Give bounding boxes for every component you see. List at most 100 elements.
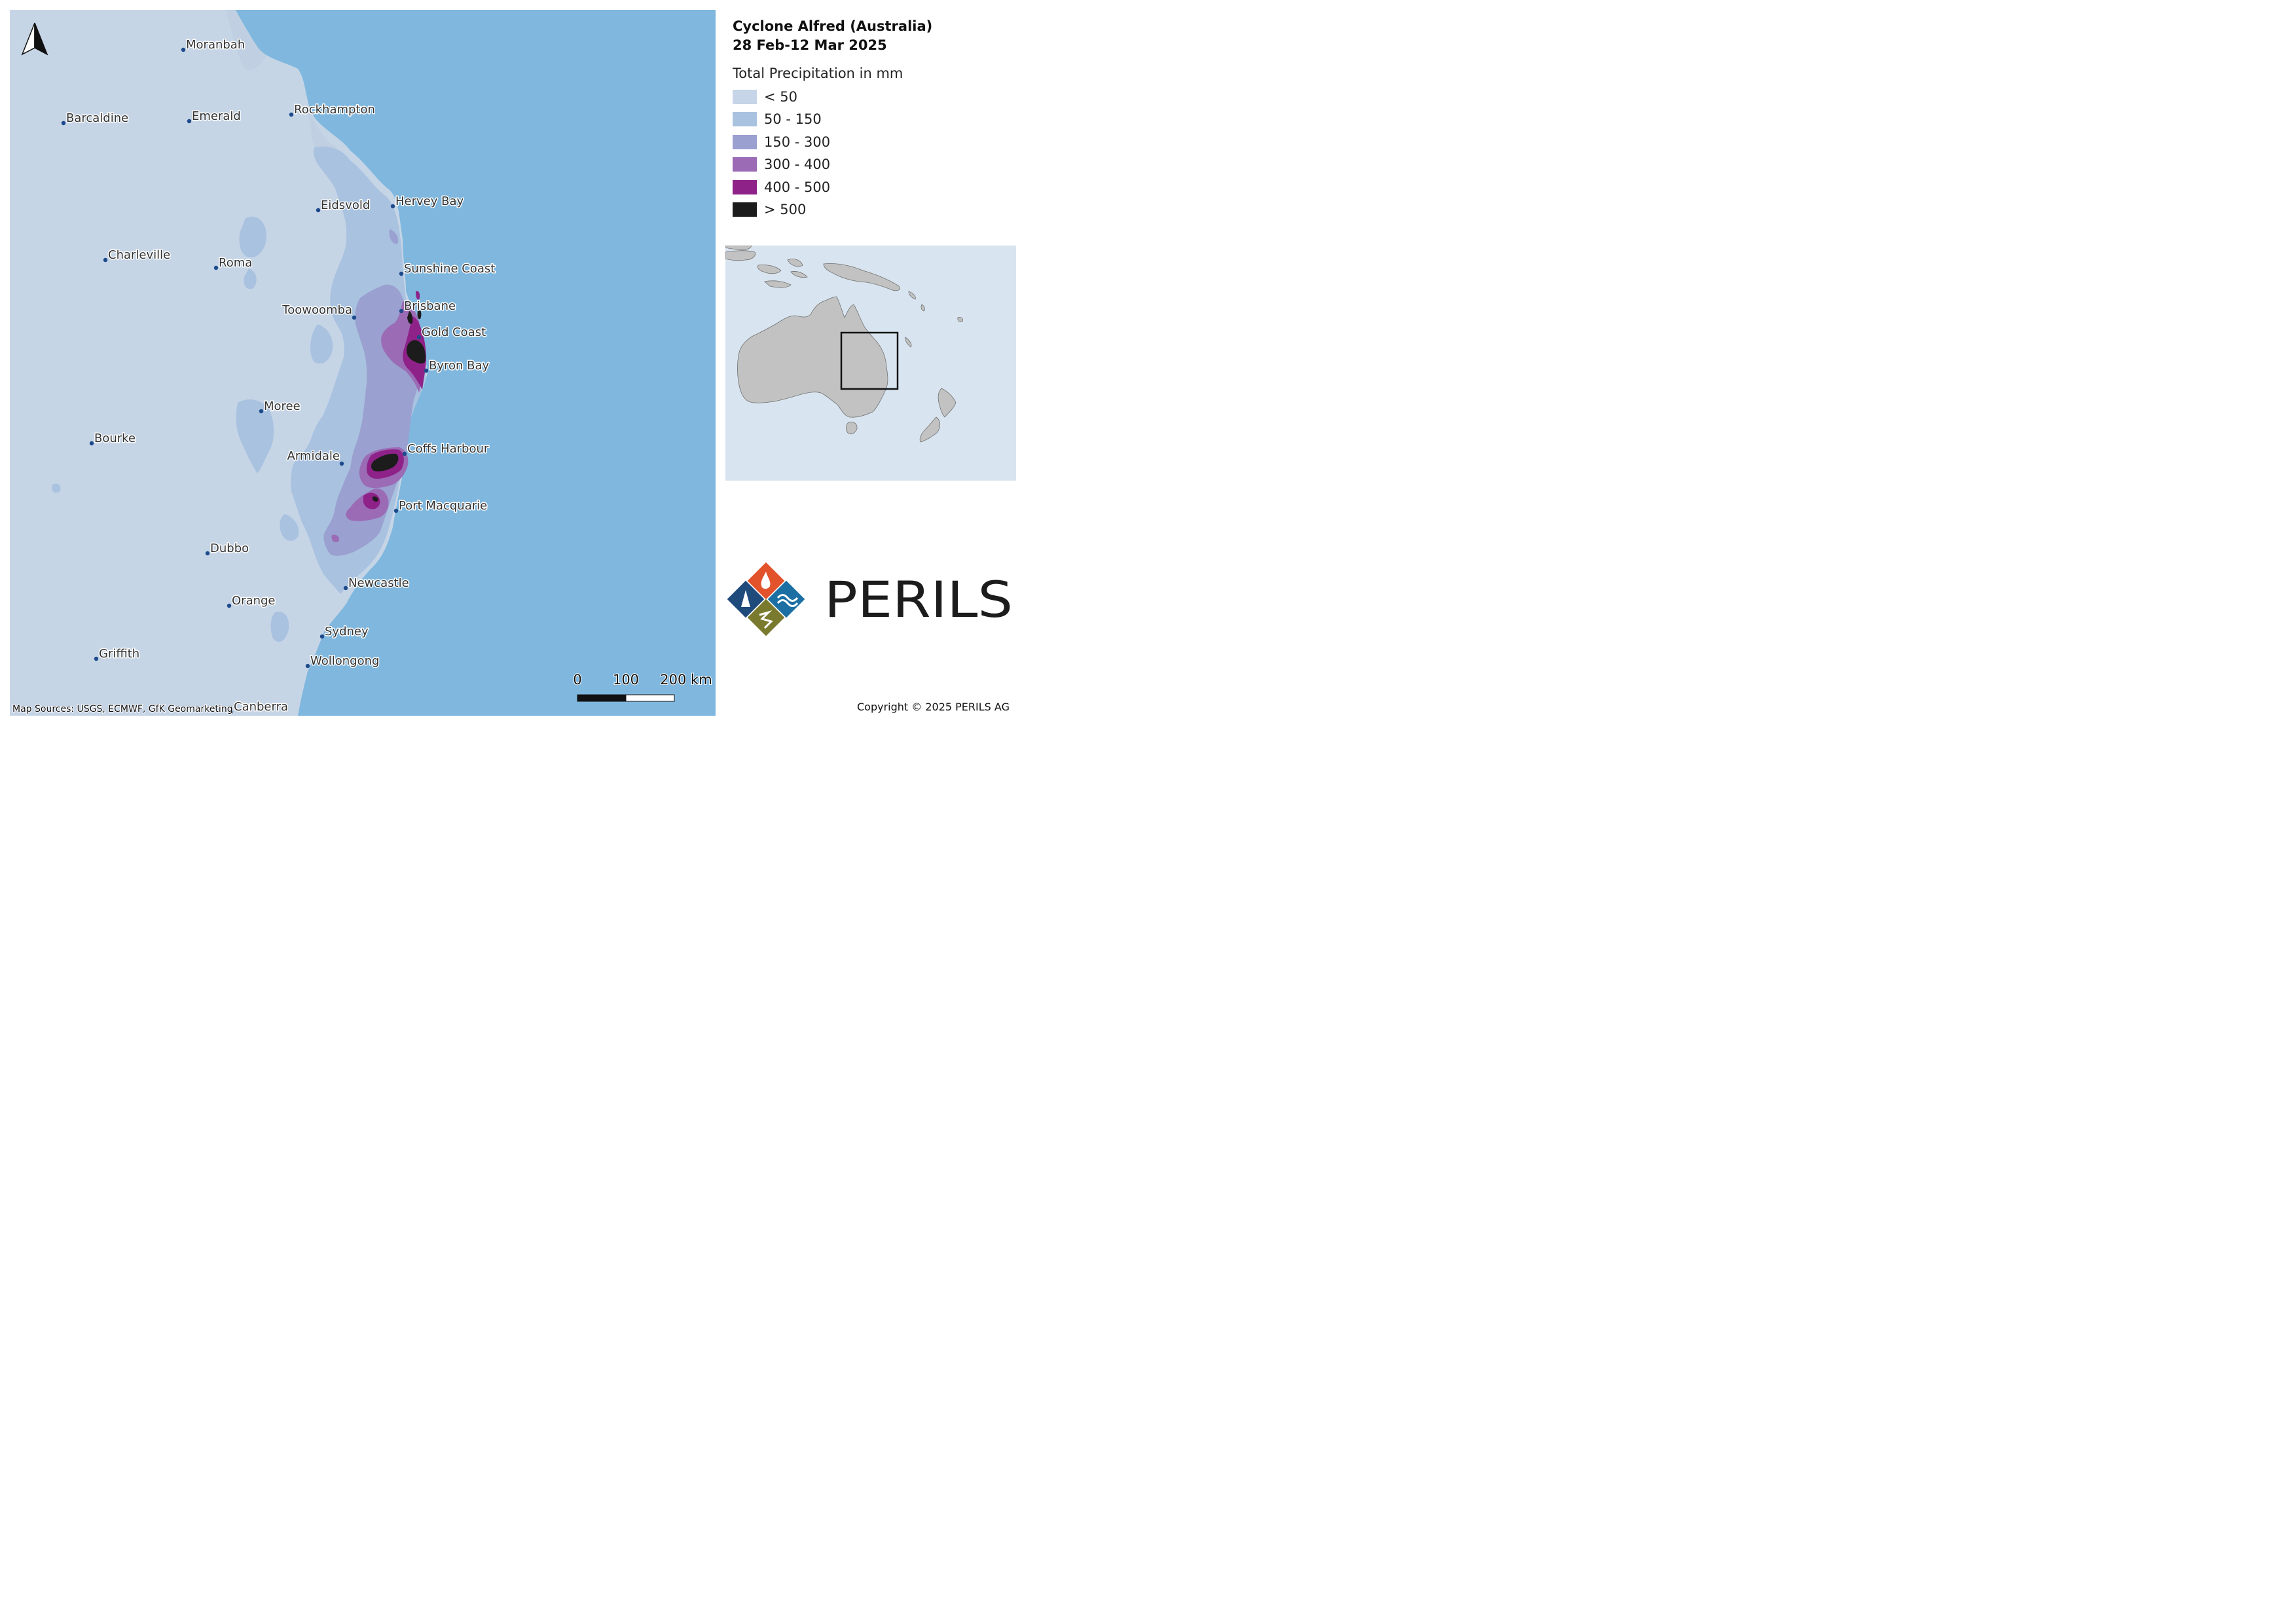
legend-swatch <box>733 112 757 126</box>
city-dot <box>103 257 108 263</box>
city-label: Rockhampton <box>294 103 375 117</box>
city-dot <box>393 508 399 513</box>
map-figure: Moranbah Barcaldine Emerald Rockhampton Eids… <box>0 0 1027 726</box>
city-marker: Rockhampton <box>289 102 376 118</box>
legend-swatch <box>733 157 757 172</box>
city-marker: Wollongong <box>305 654 380 669</box>
city-dot <box>319 634 325 639</box>
legend-item: 300 - 400 <box>733 157 830 172</box>
city-marker: Roma <box>213 255 253 271</box>
city-marker: Eidsvold <box>316 198 371 213</box>
city-marker: Moranbah <box>181 37 246 53</box>
cities-layer: Moranbah Barcaldine Emerald Rockhampton Eids… <box>61 37 496 715</box>
city-label: Bourke <box>94 432 136 445</box>
city-dot <box>424 368 429 373</box>
city-label: Sunshine Coast <box>404 262 495 276</box>
city-dot <box>205 551 210 556</box>
legend-item: > 500 <box>733 202 806 217</box>
city-dot <box>390 204 395 209</box>
legend-item: 50 - 150 <box>733 111 822 127</box>
city-marker: Orange <box>227 593 276 609</box>
city-marker: Byron Bay <box>424 358 490 374</box>
precip-over-500 <box>371 308 426 502</box>
city-dot <box>228 709 234 714</box>
city-marker: Toowoomba <box>281 303 357 320</box>
city-marker: Newcastle <box>343 576 410 591</box>
city-label: Newcastle <box>348 576 409 590</box>
city-marker: Gold Coast <box>416 325 487 341</box>
north-arrow-icon <box>21 22 48 56</box>
city-marker: Coffs Harbour <box>402 441 490 457</box>
main-map: Moranbah Barcaldine Emerald Rockhampton Eids… <box>10 10 716 716</box>
city-marker: Dubbo <box>205 541 250 557</box>
city-marker: Sunshine Coast <box>399 261 496 277</box>
city-label: Gold Coast <box>422 325 486 339</box>
legend-label: < 50 <box>764 89 797 105</box>
city-marker: Hervey Bay <box>390 194 465 210</box>
city-dot <box>402 451 407 456</box>
perils-branding: PERILS <box>725 557 1016 642</box>
city-dot <box>305 663 310 669</box>
city-dot <box>343 585 348 591</box>
city-label: Orange <box>232 594 276 608</box>
city-label: Moree <box>264 399 301 413</box>
perils-wordmark-text: PERILS <box>824 574 1013 626</box>
city-label: Byron Bay <box>429 359 490 373</box>
city-dot <box>399 271 404 276</box>
city-label: Wollongong <box>310 654 379 668</box>
scale-label-0: 0 <box>573 672 581 688</box>
legend-label: 150 - 300 <box>764 134 831 150</box>
legend-heading: Total Precipitation in mm <box>733 65 903 81</box>
city-dot <box>399 308 404 314</box>
city-label: Griffith <box>99 647 139 661</box>
city-marker: Moree <box>259 399 301 415</box>
city-marker: Canberra <box>228 699 289 715</box>
scale-bar: 0 100 200 km <box>572 671 713 702</box>
scale-label-100: 100 <box>613 672 639 688</box>
city-dot <box>181 47 186 52</box>
city-dot <box>187 119 192 124</box>
perils-wordmark: PERILS <box>824 574 1013 626</box>
city-label: Port Macquarie <box>399 499 487 513</box>
city-label: Brisbane <box>404 299 456 313</box>
city-marker: Emerald <box>187 109 242 124</box>
inset-extent-box <box>840 331 899 390</box>
city-label: Charleville <box>108 248 170 262</box>
city-marker: Armidale <box>286 449 344 466</box>
city-label: Hervey Bay <box>395 194 464 208</box>
city-marker: Charleville <box>103 248 172 263</box>
legend-label: 50 - 150 <box>764 111 822 127</box>
perils-logo-icon <box>727 562 805 637</box>
city-marker: Griffith <box>94 646 141 662</box>
city-dot <box>89 441 94 446</box>
legend-swatch <box>733 90 757 104</box>
city-marker: Barcaldine <box>61 111 130 126</box>
city-label: Roma <box>219 256 252 270</box>
legend-swatch <box>733 180 757 194</box>
city-marker: Brisbane <box>399 299 457 314</box>
city-dot <box>352 315 357 320</box>
city-marker: Sydney <box>319 624 369 640</box>
scale-label-200: 200 km <box>660 672 712 688</box>
city-dot <box>94 656 99 661</box>
legend-swatch <box>733 202 757 217</box>
city-label: Canberra <box>234 700 288 714</box>
city-label: Coffs Harbour <box>407 442 489 456</box>
city-label: Sydney <box>325 625 369 638</box>
scale-segment-light <box>625 694 675 702</box>
legend-item: 400 - 500 <box>733 179 830 195</box>
scale-segment-dark <box>577 694 627 702</box>
city-dot <box>416 335 422 340</box>
map-subtitle: 28 Feb-12 Mar 2025 <box>733 37 887 53</box>
city-dot <box>227 603 232 608</box>
locator-inset-map <box>725 246 1016 481</box>
city-label: Emerald <box>192 109 241 123</box>
city-dot <box>339 461 344 466</box>
city-label: Barcaldine <box>66 111 128 125</box>
copyright: Copyright © 2025 PERILS AG <box>857 701 1010 713</box>
city-dot <box>61 120 66 126</box>
legend-item: 150 - 300 <box>733 134 831 150</box>
city-dot <box>316 208 321 213</box>
city-dot <box>259 409 264 414</box>
city-label: Eidsvold <box>321 198 370 212</box>
